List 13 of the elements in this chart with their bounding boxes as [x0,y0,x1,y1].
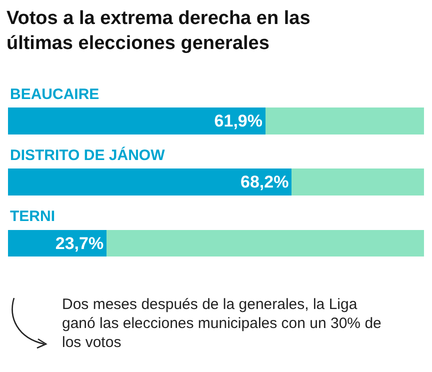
chart-title: Votos a la extrema derecha en las últimas elecciones generales [6,8,310,54]
y-tick-label: DISTRITO DE JÁNOW [10,146,166,164]
data-label: 68,2% [240,172,289,192]
bar [106,230,424,257]
data-label: 61,9% [214,111,262,130]
y-tick-label: BEAUCAIRE [10,86,100,103]
data-label: 23,7% [55,234,104,253]
bar [8,168,292,196]
bar [292,168,424,196]
bar [8,107,266,134]
bar [266,107,424,134]
text: Dos meses después de la generales, la Liga ganó las elecciones municipales con un 30% de los votos [62,295,382,352]
y-tick-label: TERNI [10,208,55,225]
